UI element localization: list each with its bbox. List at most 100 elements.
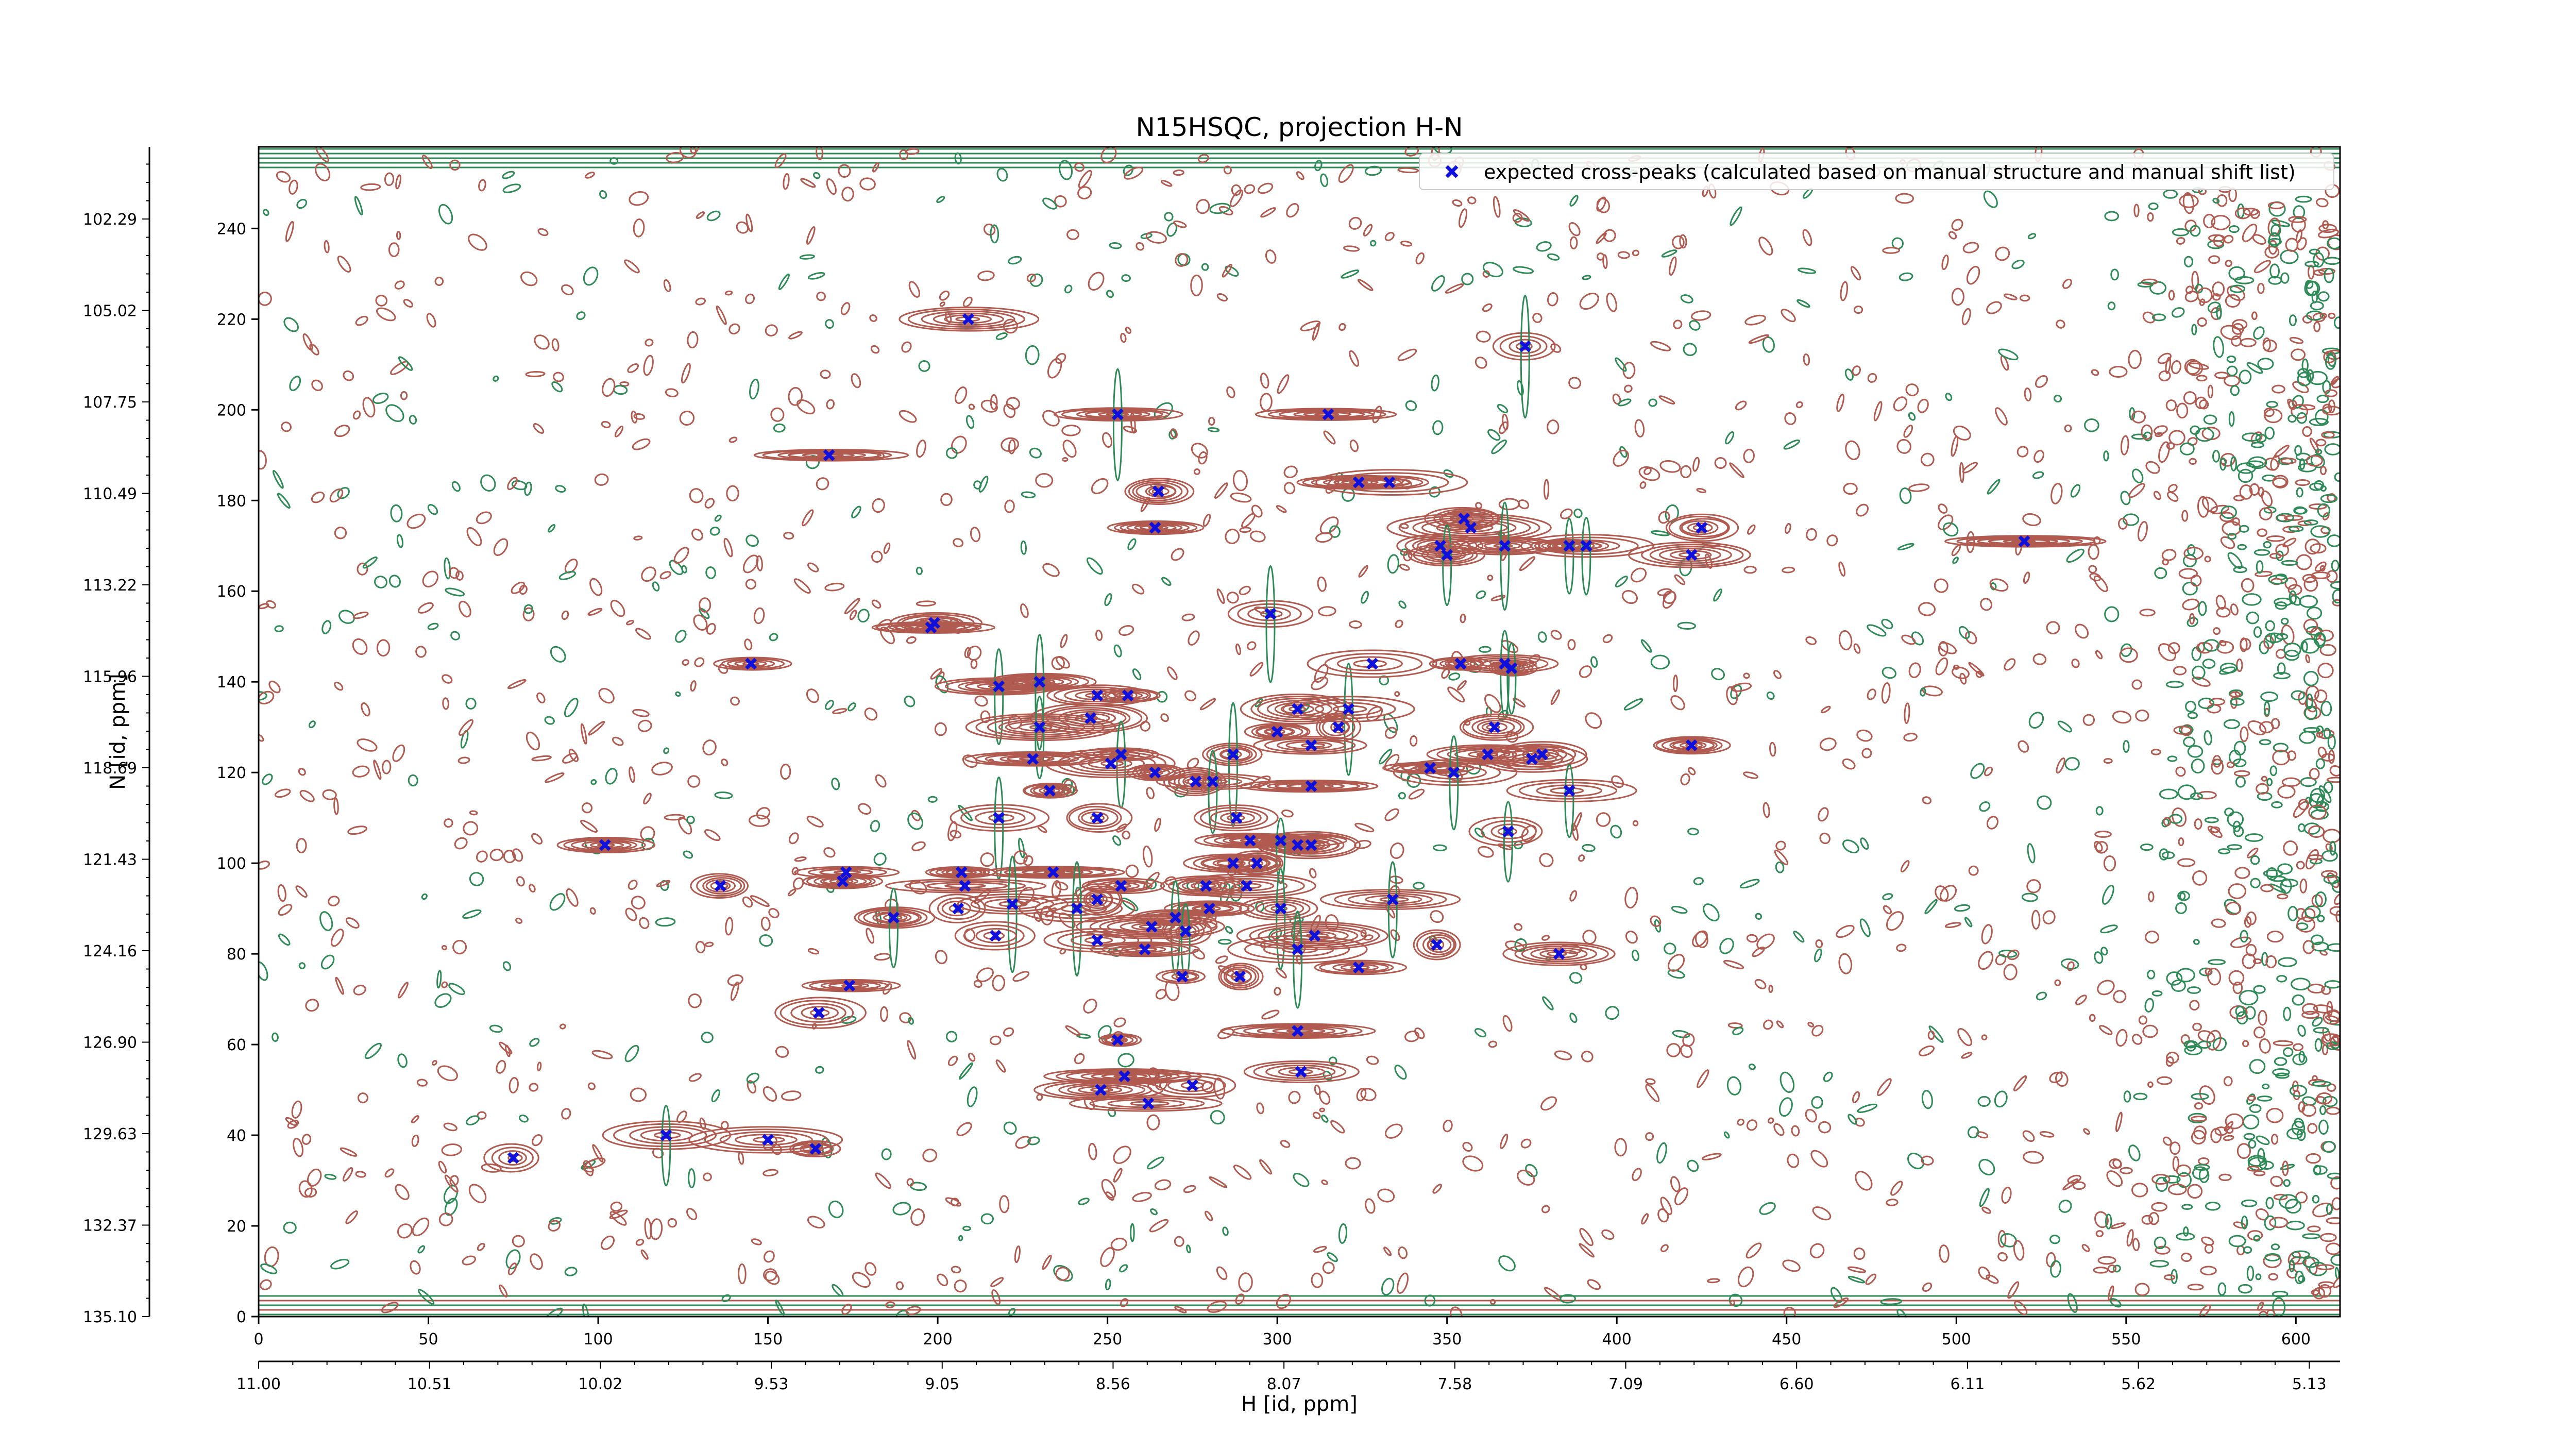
noise-contour: [1579, 1228, 1594, 1246]
edge-noise-contour: [2177, 784, 2196, 800]
noise-contour: [1408, 788, 1425, 800]
noise-contour: [1606, 292, 1617, 312]
noise-contour: [625, 907, 637, 921]
noise-contour: [1105, 1278, 1111, 1290]
noise-contour: [1631, 567, 1647, 583]
y-axis-label: N [id, ppm]: [106, 673, 130, 790]
noise-contour: [640, 1249, 649, 1260]
peak-contour: [613, 1123, 717, 1148]
noise-contour: [1897, 543, 1914, 551]
peak-contour: [1280, 704, 1314, 714]
noise-contour: [437, 1065, 458, 1082]
noise-contour: [2093, 575, 2108, 593]
noise-contour: [1754, 979, 1767, 989]
noise-contour: [1554, 1050, 1572, 1060]
noise-contour: [753, 607, 765, 625]
noise-contour: [1966, 531, 1975, 553]
noise-contour: [581, 802, 593, 814]
noise-contour: [2066, 548, 2084, 563]
x-tick-label: 100: [583, 1330, 613, 1349]
edge-noise-contour: [2257, 528, 2267, 537]
noise-contour: [857, 609, 870, 623]
noise-contour: [871, 550, 883, 563]
edge-noise-contour: [2084, 418, 2099, 432]
y-ppm-tick-label: 124.16: [83, 942, 137, 961]
edge-noise-contour: [2207, 384, 2214, 399]
edge-noise-contour: [2178, 837, 2184, 847]
noise-contour: [699, 1117, 706, 1130]
y-tick-label: 200: [217, 401, 246, 419]
noise-contour: [1981, 1206, 1991, 1214]
noise-contour: [1226, 592, 1239, 604]
noise-contour: [1572, 812, 1582, 831]
edge-noise-contour: [2239, 525, 2249, 533]
noise-contour: [832, 708, 848, 714]
edge-noise-contour: [2232, 981, 2243, 995]
noise-contour: [765, 324, 778, 336]
noise-contour: [2167, 484, 2178, 493]
noise-contour: [1778, 1097, 1793, 1117]
edge-noise-contour: [2266, 931, 2284, 943]
noise-contour: [1602, 254, 1608, 269]
noise-contour: [2083, 1128, 2090, 1135]
noise-contour: [880, 1006, 888, 1022]
noise-contour: [1394, 1065, 1407, 1080]
noise-contour: [2058, 1200, 2072, 1213]
edge-noise-contour: [2225, 294, 2241, 308]
cross-peak-marker: [1563, 540, 1575, 552]
cross-peak-marker: [1352, 962, 1365, 973]
edge-noise-contour: [2275, 544, 2290, 557]
noise-contour: [1210, 1110, 1225, 1125]
noise-contour: [1773, 1123, 1785, 1136]
peak-contour: [1365, 895, 1422, 904]
edge-noise-contour: [2151, 990, 2163, 997]
noise-contour: [1149, 1219, 1169, 1233]
noise-contour: [1697, 1069, 1709, 1088]
noise-contour: [1062, 440, 1077, 458]
edge-noise-contour: [2216, 606, 2231, 618]
noise-contour: [762, 1086, 777, 1102]
noise-contour: [2241, 578, 2255, 593]
edge-noise-contour: [2298, 823, 2306, 832]
noise-contour: [272, 1032, 279, 1042]
edge-noise-contour: [2289, 1085, 2308, 1097]
noise-contour: [2305, 654, 2311, 664]
noise-contour: [1978, 1158, 1995, 1175]
noise-contour: [1026, 273, 1036, 282]
noise-contour: [530, 1253, 543, 1270]
edge-noise-contour: [2317, 915, 2325, 922]
noise-contour: [1611, 775, 1624, 788]
noise-contour: [1478, 846, 1494, 858]
noise-contour: [354, 196, 363, 215]
noise-contour: [1645, 1078, 1656, 1085]
edge-noise-contour: [2319, 313, 2327, 319]
peak-contour: [1247, 606, 1291, 621]
noise-contour: [908, 281, 921, 298]
noise-contour: [1995, 407, 2008, 426]
peak-contour: [1229, 835, 1330, 846]
peak-contour: [1044, 749, 1176, 779]
x-ppm-tick-label: 8.07: [1267, 1375, 1301, 1393]
noise-contour: [507, 679, 527, 689]
edge-noise-contour: [2170, 1141, 2181, 1155]
noise-contour: [1739, 879, 1760, 889]
edge-noise-contour: [2248, 1139, 2257, 1149]
noise-contour: [745, 579, 757, 590]
cross-peak-marker: [1685, 549, 1698, 561]
noise-contour: [1174, 1236, 1184, 1247]
peak-contour: [960, 807, 1036, 829]
noise-contour: [259, 450, 267, 470]
noise-contour: [1277, 374, 1290, 394]
noise-contour: [1882, 667, 1897, 679]
noise-contour: [1621, 590, 1638, 604]
noise-contour: [1730, 206, 1742, 226]
noise-contour: [940, 493, 953, 507]
noise-contour: [598, 687, 615, 704]
noise-contour: [1815, 939, 1823, 949]
noise-contour: [1349, 350, 1360, 367]
peak-contour: [1257, 698, 1339, 720]
noise-contour: [769, 633, 778, 642]
peak-contour: [985, 753, 1079, 765]
edge-noise-contour: [2287, 750, 2297, 761]
peak-contour: [1161, 970, 1200, 983]
